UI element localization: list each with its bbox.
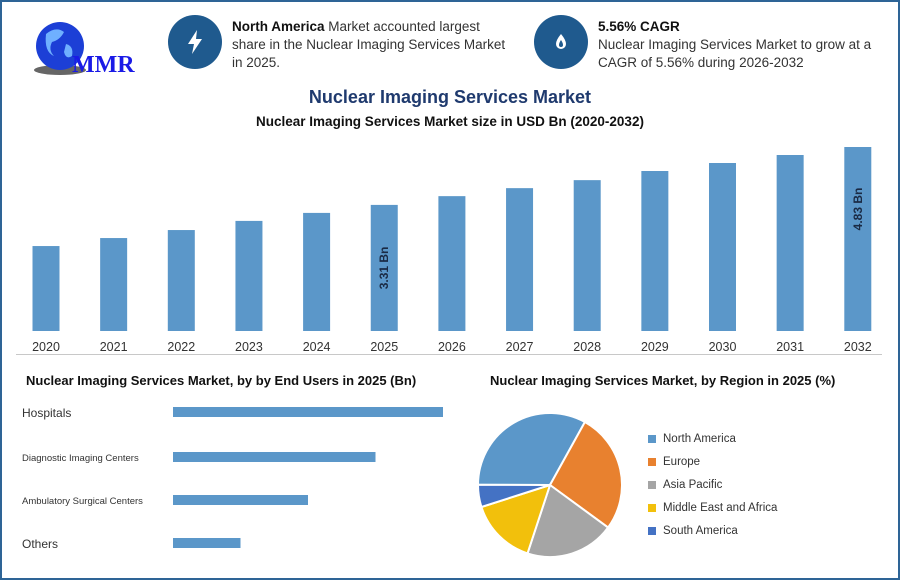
end-users-title: Nuclear Imaging Services Market, by by E…	[26, 373, 417, 388]
bar-2028	[573, 180, 601, 331]
data-label: 3.31 Bn	[377, 247, 391, 290]
x-tick-label: 2026	[438, 340, 466, 354]
bar-2024	[303, 212, 331, 331]
legend-swatch	[648, 526, 656, 535]
data-label: 4.83 Bn	[851, 188, 865, 231]
region-title: Nuclear Imaging Services Market, by Regi…	[490, 373, 836, 388]
lightning-bolt-icon	[168, 15, 222, 69]
x-tick-label: 2032	[844, 340, 872, 354]
bar-2020	[32, 246, 60, 331]
x-tick-label: 2021	[100, 340, 128, 354]
pie-slice-south-america	[477, 483, 551, 509]
legend-swatch	[648, 480, 656, 489]
market-size-bar-chart: 2020 2021 2022 2023 2024 2025 3.31 Bn 2026 2027 2…	[32, 147, 872, 354]
pie-slice-europe	[548, 420, 623, 529]
globe-icon	[34, 22, 86, 75]
x-tick-label: 2023	[235, 340, 263, 354]
x-tick-label: 2028	[573, 340, 601, 354]
legend-item: North America	[648, 427, 777, 450]
chart-subtitle: Nuclear Imaging Services Market size in …	[256, 114, 644, 129]
bar-2022	[167, 230, 195, 331]
category-label: Diagnostic Imaging Centers	[22, 453, 139, 464]
end-users-bar-chart: Hospitals Diagnostic Imaging Centers Ambul…	[22, 406, 443, 551]
bar-2030	[709, 163, 736, 331]
legend-label: South America	[663, 524, 738, 537]
mmr-logo: MMR	[30, 16, 140, 78]
logo-text: MMR	[72, 52, 135, 78]
x-tick-label: 2020	[32, 340, 60, 354]
info-cagr: 5.56% CAGR Nuclear Imaging Services Marke…	[598, 19, 872, 70]
bar-hospitals	[173, 407, 443, 417]
bar-2031	[776, 155, 804, 331]
x-tick-label: 2027	[506, 340, 534, 354]
x-tick-label: 2024	[303, 340, 331, 354]
bar-2025	[370, 204, 398, 331]
flame-drop-icon	[534, 15, 588, 69]
pie-legend: North America Europe Asia Pacific Middle Ea…	[648, 427, 777, 542]
pie-slice-north-america	[476, 412, 587, 487]
bar-2029	[641, 171, 669, 331]
bar-2021	[100, 238, 128, 331]
legend-label: Asia Pacific	[663, 478, 723, 491]
x-tick-label: 2022	[167, 340, 195, 354]
region-pie-chart	[476, 412, 623, 558]
category-label: Hospitals	[22, 406, 71, 420]
bar-diagnostic-imaging-centers	[173, 452, 376, 462]
legend-item: Middle East and Africa	[648, 496, 777, 519]
legend-item: Europe	[648, 450, 777, 473]
x-tick-label: 2030	[709, 340, 737, 354]
legend-label: North America	[663, 432, 736, 445]
bar-ambulatory-surgical-centers	[173, 495, 308, 505]
x-tick-label: 2025	[370, 340, 398, 354]
legend-item: South America	[648, 519, 777, 542]
legend-swatch	[648, 434, 656, 443]
info-north-america: North America Market accounted largest s…	[232, 19, 506, 70]
divider	[16, 354, 882, 355]
bar-2032	[844, 147, 872, 331]
legend-swatch	[648, 503, 656, 512]
x-tick-label: 2029	[641, 340, 669, 354]
bar-2027	[506, 188, 534, 331]
bar-2023	[235, 220, 263, 331]
x-tick-label: 2031	[776, 340, 804, 354]
chart-title: Nuclear Imaging Services Market	[308, 87, 592, 107]
legend-swatch	[648, 457, 656, 466]
legend-label: Middle East and Africa	[663, 501, 778, 514]
category-label: Ambulatory Surgical Centers	[22, 496, 143, 507]
bar-others	[173, 538, 241, 548]
legend-label: Europe	[663, 455, 701, 468]
bar-2026	[438, 196, 466, 331]
category-label: Others	[22, 537, 58, 551]
pie-slice-asia-pacific	[526, 483, 610, 558]
legend-item: Asia Pacific	[648, 473, 777, 496]
